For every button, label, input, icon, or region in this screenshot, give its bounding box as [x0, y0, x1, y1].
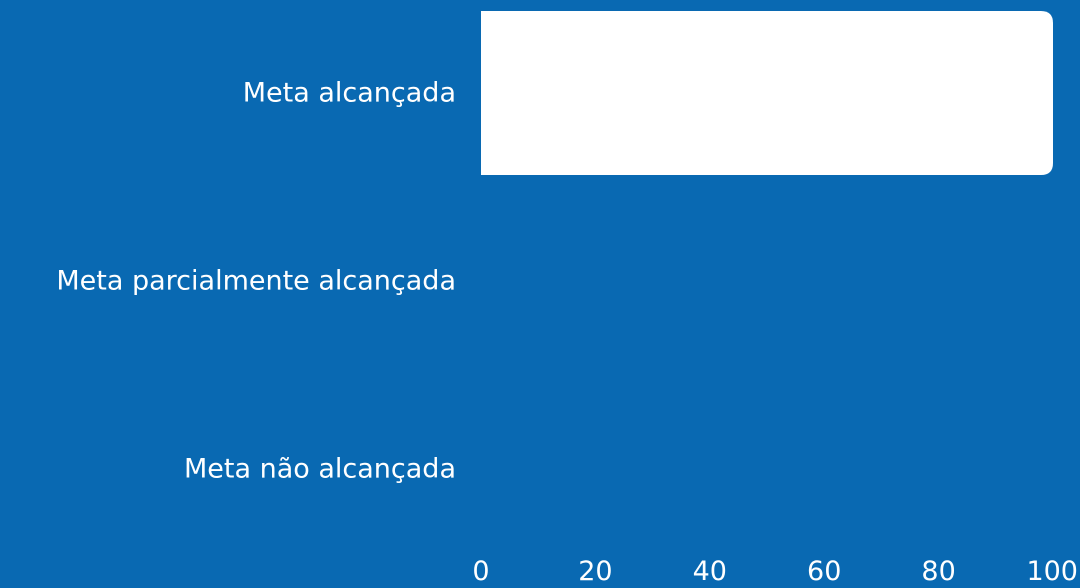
- x-tick-label-2: 40: [693, 556, 727, 587]
- x-tick-label-3: 60: [807, 556, 841, 587]
- x-tick-label-0: 0: [472, 556, 489, 587]
- x-axis-ticks: 0 20 40 60 80 100: [472, 556, 1078, 587]
- category-label-0: Meta alcançada: [243, 78, 456, 109]
- x-tick-label-1: 20: [578, 556, 612, 587]
- x-tick-label-5: 100: [1026, 556, 1078, 587]
- category-labels: Meta alcançada Meta parcialmente alcançad…: [56, 78, 456, 485]
- category-label-2: Meta não alcançada: [184, 454, 456, 485]
- bar-0: [481, 11, 1053, 175]
- category-label-1: Meta parcialmente alcançada: [56, 266, 456, 297]
- x-tick-label-4: 80: [921, 556, 955, 587]
- bars-layer: [481, 11, 1053, 175]
